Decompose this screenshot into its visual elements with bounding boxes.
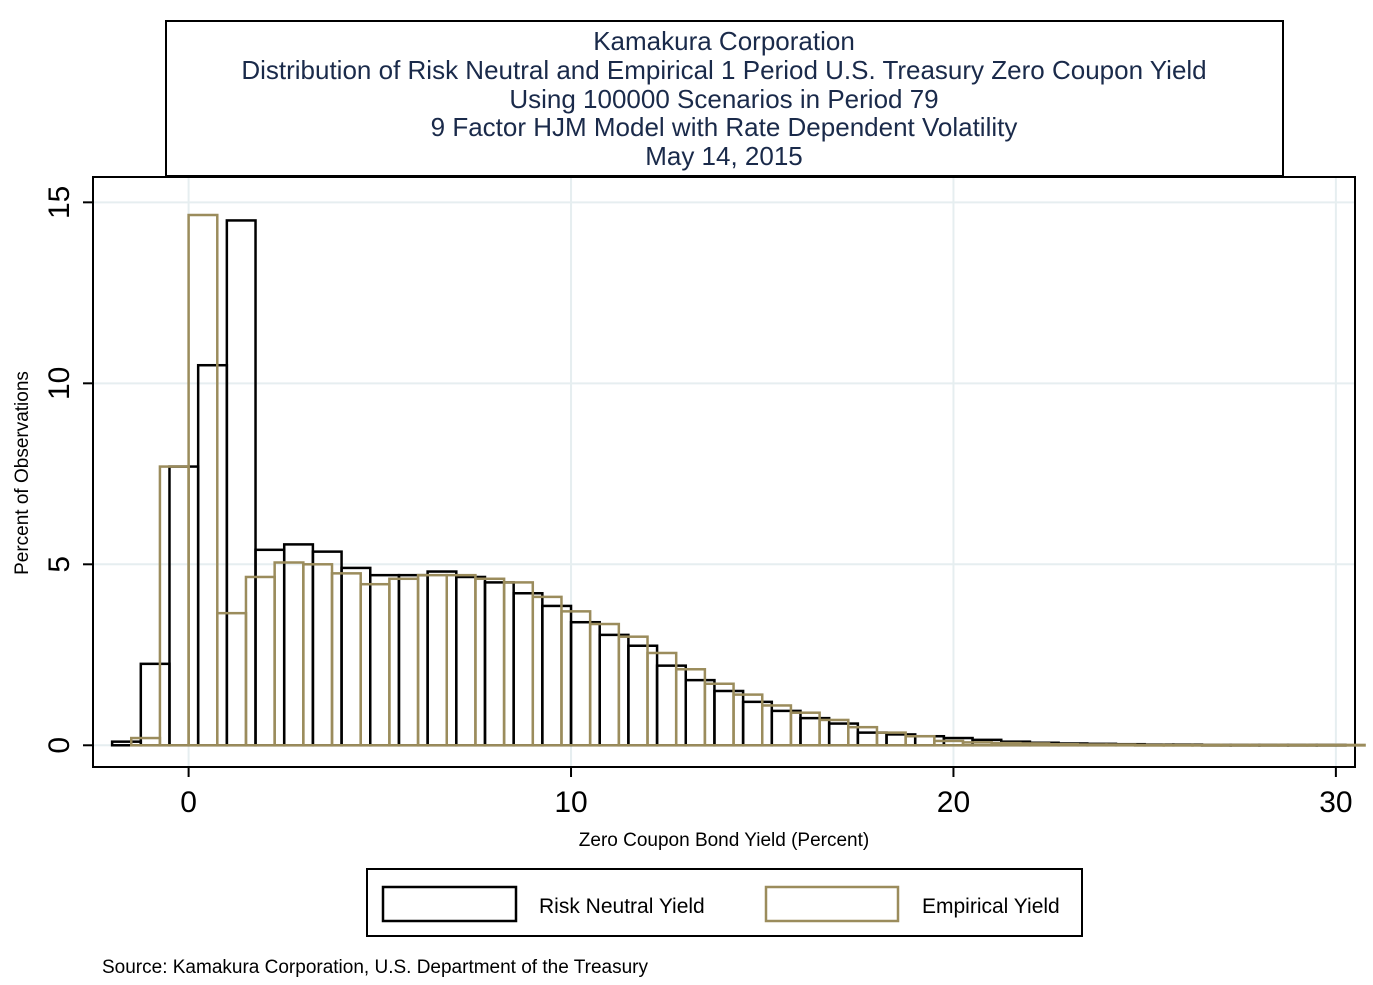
empirical-bar-32 (1047, 742, 1079, 747)
x-tick-label-2: 20 (937, 786, 970, 819)
source-note: Source: Kamakura Corporation, U.S. Depar… (102, 957, 648, 978)
plot-frame (92, 176, 1356, 768)
y-tick-label-0: 0 (43, 737, 76, 754)
empirical-bar-30 (990, 741, 1022, 747)
title-box (165, 20, 1284, 177)
empirical-bar-2 (187, 213, 219, 747)
empirical-bar-35 (1133, 743, 1166, 747)
empirical-bar-31 (1019, 742, 1051, 747)
x-tick-label-0: 0 (180, 786, 197, 819)
empirical-bar-34 (1105, 743, 1137, 747)
empirical-bar-42 (1334, 743, 1366, 747)
empirical-bar-37 (1191, 743, 1223, 747)
axes: 0 10 20 30 0 5 10 15 (43, 186, 1353, 819)
title-line-5: May 14, 2015 (645, 141, 803, 171)
y-tick-label-1: 5 (43, 556, 76, 573)
title-line-2: Distribution of Risk Neutral and Empiric… (241, 55, 1206, 85)
legend-box (366, 868, 1083, 937)
empirical-bar-41 (1305, 743, 1338, 747)
title-line-1: Kamakura Corporation (593, 26, 855, 56)
legend-label-empirical: Empirical Yield (922, 895, 1060, 918)
x-tick-label-3: 30 (1319, 786, 1352, 819)
empirical-bar-39 (1248, 743, 1280, 747)
y-tick-label-3: 15 (43, 186, 76, 219)
x-axis-label: Zero Coupon Bond Yield (Percent) (579, 830, 869, 851)
legend-label-risk-neutral: Risk Neutral Yield (539, 895, 705, 918)
y-tick-label-2: 10 (43, 367, 76, 400)
x-tick-label-1: 10 (554, 786, 587, 819)
title-line-3: Using 100000 Scenarios in Period 79 (509, 84, 938, 114)
legend-swatch-empirical (764, 885, 900, 923)
y-axis-label: Percent of Observations (12, 371, 33, 575)
legend-swatch-risk-neutral (381, 885, 518, 923)
empirical-bar-33 (1076, 743, 1108, 747)
empirical-bars (129, 213, 1366, 747)
empirical-bar-38 (1219, 743, 1252, 747)
empirical-bar-40 (1277, 743, 1309, 747)
empirical-bar-36 (1162, 743, 1194, 747)
title-line-4: 9 Factor HJM Model with Rate Dependent V… (431, 112, 1018, 142)
